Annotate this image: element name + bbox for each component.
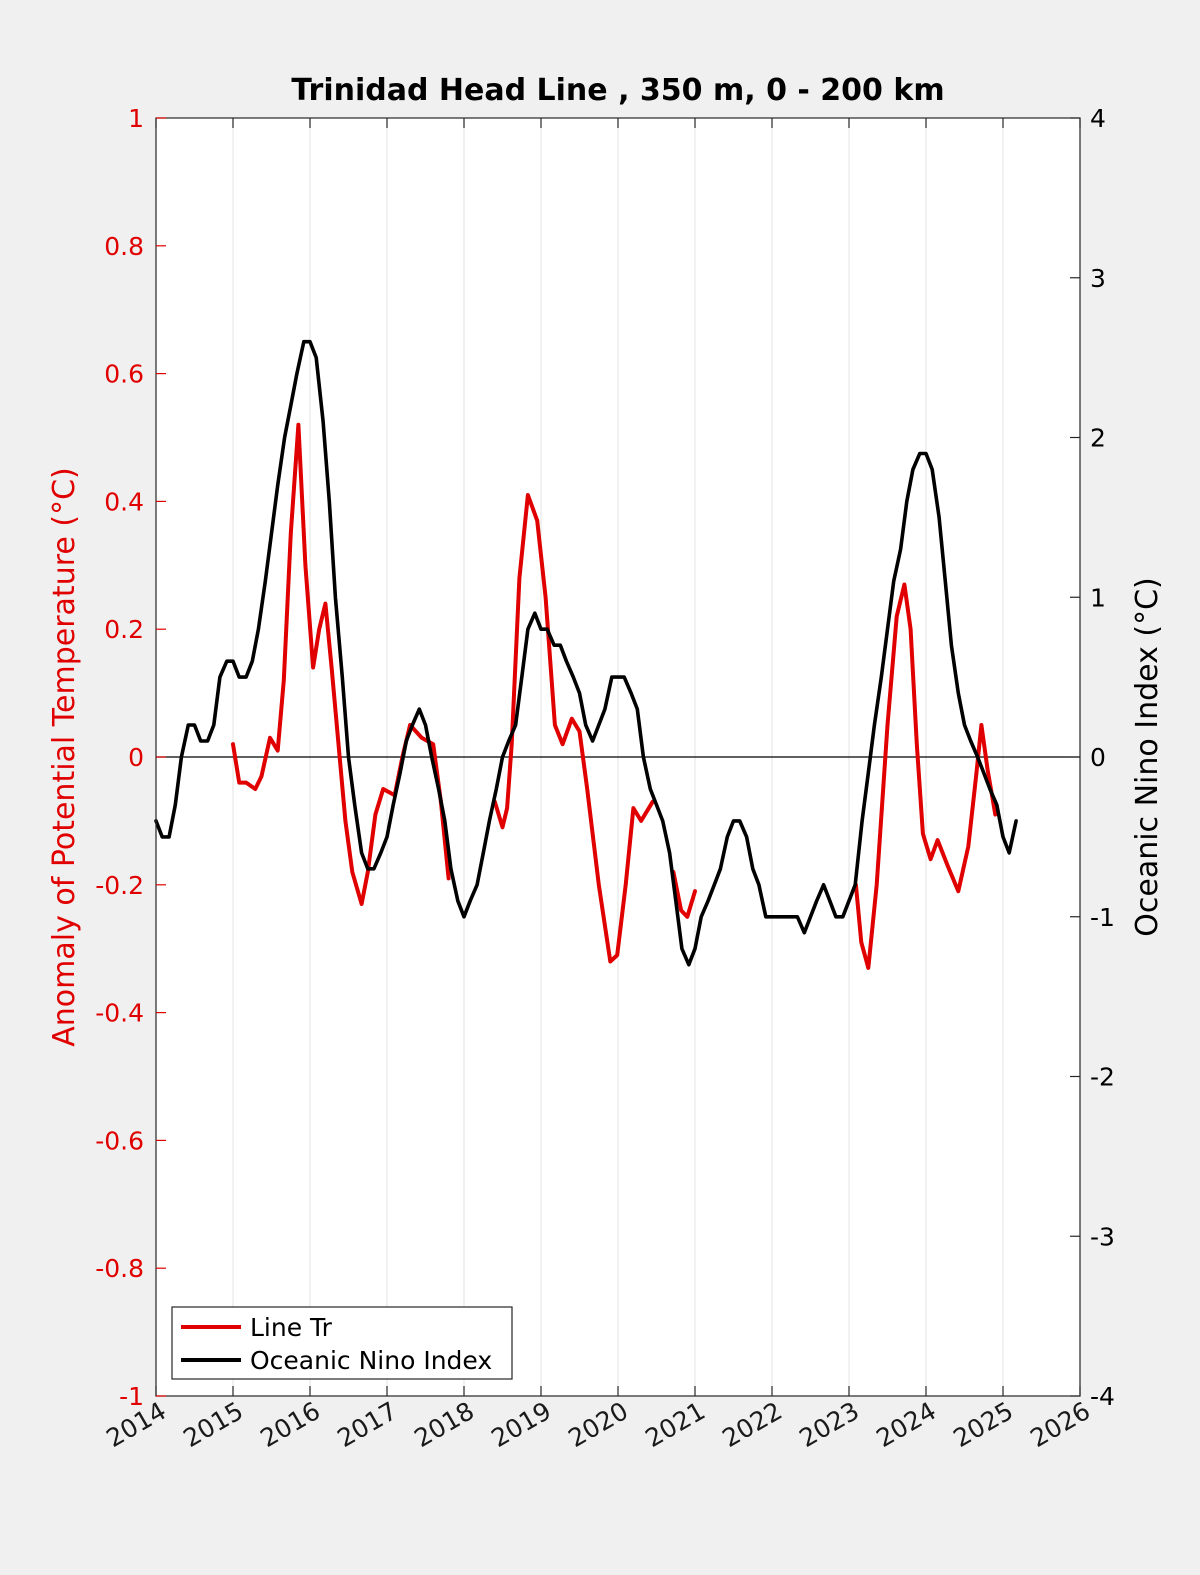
y-tick-label-right: 1 [1090, 583, 1106, 612]
x-tick-label: 2021 [640, 1396, 710, 1453]
y-tick-label-left: 0.4 [104, 487, 144, 516]
x-tick-label: 2024 [871, 1396, 941, 1453]
chart-title: Trinidad Head Line , 350 m, 0 - 200 km [291, 73, 944, 108]
series-line-tr-segment-4 [853, 582, 998, 970]
x-tick-label: 2016 [255, 1396, 325, 1453]
x-tick-label: 2018 [409, 1396, 479, 1453]
legend-label-line-tr: Line Tr [250, 1313, 333, 1342]
y-tick-label-left: 1 [128, 104, 144, 133]
series-oceanic-nino-index [154, 339, 1018, 967]
y-tick-label-right: -3 [1090, 1222, 1115, 1251]
y-tick-label-left: -1 [119, 1382, 144, 1411]
legend-box [171, 1306, 513, 1380]
y-axis-label-left: Anomaly of Potential Temperature (°C) [47, 467, 82, 1046]
x-tick-label: 2023 [794, 1396, 864, 1453]
y-tick-label-left: 0 [128, 743, 144, 772]
y-tick-label-right: 2 [1090, 424, 1106, 453]
y-tick-label-left: 0.6 [104, 360, 144, 389]
series-line-tr-segment-3 [671, 870, 697, 919]
y-tick-label-left: -0.6 [95, 1126, 144, 1155]
x-tick-label: 2020 [563, 1396, 633, 1453]
series-line-tr-segment-2 [492, 493, 655, 964]
y-tick-label-left: 0.8 [104, 232, 144, 261]
y-tick-label-right: -2 [1090, 1063, 1115, 1092]
y-tick-label-right: 3 [1090, 264, 1106, 293]
series-layer [154, 339, 1018, 970]
axis-ticks [155, 117, 1081, 1397]
y-tick-label-right: -4 [1090, 1382, 1115, 1411]
x-tick-label: 2025 [948, 1396, 1018, 1453]
legend-label-oni: Oceanic Nino Index [250, 1346, 492, 1375]
x-tick-label: 2026 [1025, 1396, 1095, 1453]
y-tick-label-left: 0.2 [104, 615, 144, 644]
y-tick-label-right: 0 [1090, 743, 1106, 772]
y-tick-label-right: -1 [1090, 903, 1115, 932]
x-tick-label: 2019 [486, 1396, 556, 1453]
y-tick-label-right: 4 [1090, 104, 1106, 133]
x-tick-label: 2015 [178, 1396, 248, 1453]
legend: Line Tr Oceanic Nino Index [171, 1306, 513, 1380]
y-tick-label-left: -0.8 [95, 1254, 144, 1283]
y-axis-label-right: Oceanic Nino Index (°C) [1130, 577, 1165, 937]
x-tick-label: 2022 [717, 1396, 787, 1453]
y-tick-label-left: -0.2 [95, 871, 144, 900]
x-tick-label: 2017 [332, 1396, 402, 1453]
y-tick-label-left: -0.4 [95, 999, 144, 1028]
